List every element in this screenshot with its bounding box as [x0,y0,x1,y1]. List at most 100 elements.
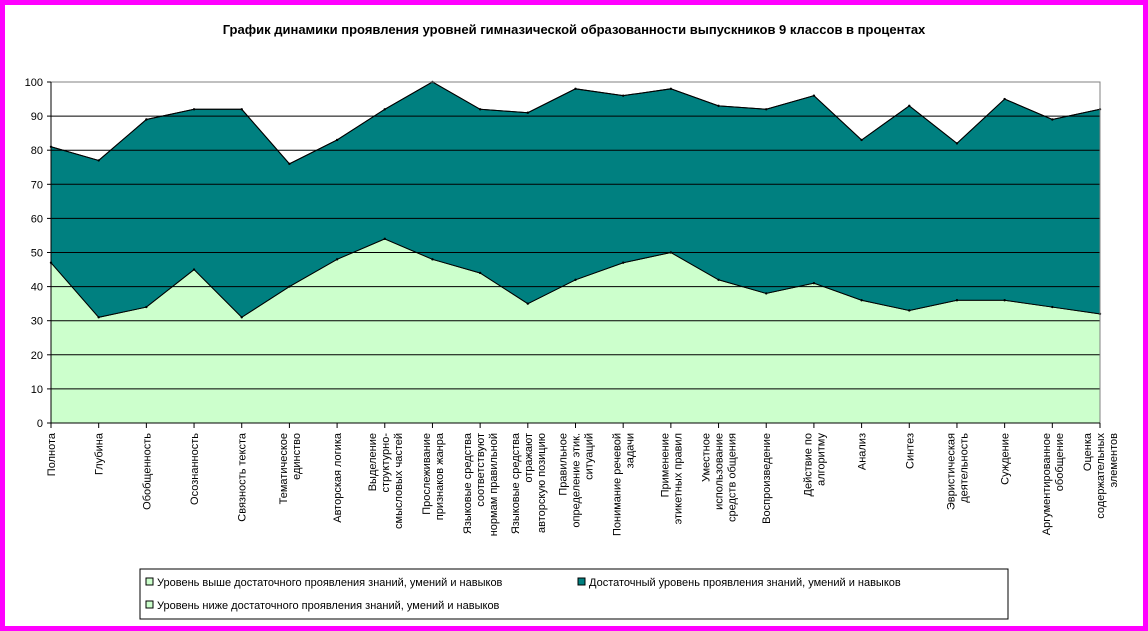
data-point-s2-10 [478,108,482,111]
x-tick-label-5: Связность текста [237,432,249,522]
x-tick-label-line: этикетных правил [672,433,684,524]
x-tick-label-line: Аргументированное [1041,433,1053,535]
x-tick-label-line: Оценка [1082,432,1094,471]
data-point-s1-11 [526,302,530,305]
x-tick-label-13: Понимание речевойзадачи [612,433,637,536]
axes: 0 10 20 30 40 50 60 70 80 90 100 Полнота Глубина Обоб… [25,77,1120,536]
data-point-s1-10 [478,271,482,275]
x-tick-label-line: Эвристическая [945,433,957,510]
data-point-s1-3 [145,305,148,309]
x-tick-label-line: деятельность [958,433,970,503]
x-tick-label-line: нормам правильной [488,433,500,536]
x-tick-label-line: Обобщенность [141,433,153,510]
x-tick-label-line: авторскую позицию [536,433,548,533]
x-tick-label-line: смысловых частей [393,433,405,529]
data-point-s2-17 [812,94,816,97]
x-tick-label-line: Выделение [367,433,379,491]
x-tick-label-line: Тематическое [278,433,290,504]
x-tick-label-line: задачи [625,433,637,468]
y-tick-label-90: 90 [31,111,43,123]
data-point-s2-8 [383,108,386,111]
legend-swatch-2 [577,577,586,586]
data-point-s1-2 [97,316,100,319]
x-tick-label-line: Синтез [904,433,916,469]
x-tick-label-line: Уместное [701,433,713,482]
y-tick-label-0: 0 [37,418,43,430]
data-point-s1-19 [908,309,911,312]
x-tick-label-line: Осознанность [189,433,201,505]
data-point-s1-21 [1003,299,1006,302]
x-tick-label-line: элементов [1108,433,1120,488]
legend-label-2: Достаточный уровень проявления знаний, у… [589,577,901,589]
x-tick-label-19: Синтез [904,433,916,469]
y-tick-label-100: 100 [25,77,43,89]
x-tick-label-9: Прослеживаниепризнаков жанра [421,432,446,520]
data-point-s2-3 [145,118,148,121]
legend-label-1: Уровень выше достаточного проявления зна… [157,577,503,589]
x-tick-label-11: Языковые средстваотражаютавторскую позиц… [510,432,548,534]
data-point-s1-16 [765,292,768,295]
x-tick-label-line: средств общения [727,433,739,522]
x-tick-label-line: содержательных [1095,433,1107,519]
x-tick-label-line: единство [291,433,303,480]
data-point-s2-5 [240,108,243,111]
legend: Уровень выше достаточного проявления зна… [139,568,1009,620]
legend-label-3: Уровень ниже достаточного проявления зна… [157,600,500,612]
data-point-s2-15 [717,104,720,108]
x-tick-label-4: Осознанность [189,433,201,505]
x-tick-label-line: Авторская логика [332,432,344,523]
data-point-s1-7 [335,258,339,261]
data-point-s2-12 [574,87,577,91]
data-point-s2-20 [955,142,959,145]
legend-swatch-3 [145,600,154,609]
x-tick-label-line: использование [714,433,726,510]
x-tick-label-22: Аргументированноеобобщение [1041,433,1066,535]
x-tick-label-line: Применение [659,433,671,497]
x-tick-label-line: Правильное [558,433,570,496]
data-point-s2-18 [860,138,863,142]
x-tick-label-line: обобщение [1054,433,1066,491]
x-tick-label-line: Глубина [94,432,106,475]
data-point-s1-9 [431,258,434,261]
x-tick-label-23: Оценкасодержательныхэлементов [1082,432,1120,519]
x-tick-label-10: Языковые средствасоответствуютнормам пра… [462,432,500,536]
x-tick-label-18: Анализ [857,433,869,470]
x-tick-label-7: Авторская логика [332,432,344,523]
y-tick-label-50: 50 [31,248,43,260]
x-tick-label-line: отражают [523,433,535,483]
legend-swatch-1 [145,577,154,586]
legend-box [139,568,1009,620]
x-tick-label-14: Применениеэтикетных правил [659,433,684,524]
x-tick-label-line: Анализ [857,433,869,470]
data-point-s1-8 [383,237,386,241]
data-point-s2-16 [765,108,768,111]
data-point-s1-13 [621,261,625,264]
y-tick-label-70: 70 [31,179,43,191]
x-tick-label-line: Связность текста [237,432,249,522]
data-point-s1-15 [717,278,720,281]
x-tick-label-line: Суждение [1000,433,1012,485]
x-tick-label-line: определение этик. [571,433,583,528]
x-tick-label-line: Полнота [46,432,58,476]
data-point-s2-13 [621,94,625,97]
data-point-s2-19 [908,104,911,108]
data-point-s1-22 [1051,305,1054,309]
chart-title: График динамики проявления уровней гимна… [222,22,926,37]
data-point-s2-11 [526,111,530,114]
x-tick-label-3: Обобщенность [141,433,153,510]
data-point-s1-5 [240,316,243,319]
x-tick-label-line: Действие по [802,433,814,497]
y-tick-label-40: 40 [31,282,43,294]
data-point-s2-22 [1051,118,1054,121]
x-tick-label-1: Полнота [46,432,58,476]
x-tick-label-16: Воспроизведение [761,433,773,524]
y-tick-label-10: 10 [31,384,43,396]
data-point-s1-20 [955,299,959,302]
y-tick-label-60: 60 [31,213,43,225]
x-tick-label-12: Правильноеопределение этик.ситуаций [558,433,596,528]
y-tick-label-20: 20 [31,350,43,362]
data-point-s1-18 [860,299,863,302]
x-tick-label-6: Тематическоеединство [278,433,303,504]
data-point-s1-12 [574,278,577,281]
